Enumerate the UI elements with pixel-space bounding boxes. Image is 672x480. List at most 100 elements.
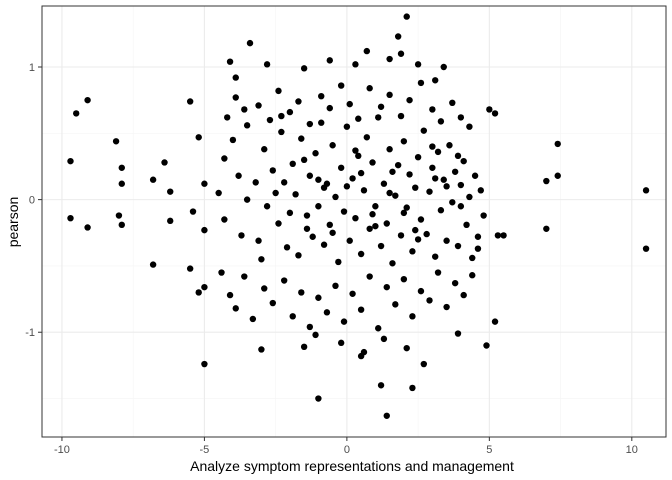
data-point — [451, 279, 459, 287]
data-point — [315, 176, 322, 183]
data-point — [149, 261, 157, 268]
data-point — [337, 164, 345, 171]
data-point — [323, 309, 331, 316]
data-point — [543, 225, 550, 232]
data-point — [226, 58, 234, 65]
data-point — [355, 152, 362, 160]
data-point — [474, 245, 482, 252]
data-point — [326, 104, 333, 112]
data-point — [283, 244, 291, 251]
data-point — [471, 172, 479, 179]
data-point — [226, 291, 234, 299]
data-point — [429, 164, 436, 171]
data-point — [118, 164, 125, 171]
data-point — [261, 285, 268, 292]
data-point — [195, 289, 202, 296]
data-point — [312, 331, 319, 339]
data-point — [329, 142, 336, 149]
data-point — [375, 114, 382, 121]
data-point — [243, 196, 251, 203]
data-point — [372, 203, 379, 210]
data-point — [429, 106, 436, 113]
data-point — [377, 103, 385, 110]
data-point — [343, 123, 351, 130]
data-point — [84, 96, 91, 104]
data-point — [326, 57, 333, 64]
data-point — [460, 291, 467, 299]
data-point — [318, 92, 325, 100]
data-point — [463, 221, 470, 229]
data-point — [337, 82, 345, 89]
data-point — [352, 214, 359, 222]
data-point — [329, 229, 336, 236]
data-point — [423, 230, 430, 238]
data-point — [229, 136, 237, 144]
data-point — [349, 175, 356, 182]
data-point — [392, 192, 399, 199]
data-point — [366, 273, 373, 280]
data-point — [320, 184, 328, 191]
data-point — [115, 212, 123, 219]
data-point — [346, 237, 353, 244]
data-point — [420, 360, 428, 368]
data-point — [312, 150, 319, 157]
data-point — [454, 330, 462, 337]
data-point — [349, 290, 356, 297]
data-point — [352, 61, 359, 68]
data-point — [397, 50, 405, 57]
data-point — [258, 256, 265, 263]
data-point — [440, 176, 447, 183]
data-point — [543, 177, 550, 185]
data-point — [406, 96, 413, 104]
data-point — [477, 187, 484, 194]
data-point — [189, 208, 197, 215]
data-point — [363, 47, 371, 55]
data-point — [340, 208, 348, 215]
data-point — [449, 99, 456, 107]
data-point — [380, 180, 388, 187]
data-point — [221, 216, 228, 223]
data-point — [332, 193, 339, 201]
x-tick-label: -10 — [54, 444, 70, 456]
data-point — [409, 248, 416, 255]
data-point — [386, 146, 393, 153]
data-point — [295, 252, 302, 259]
data-point — [375, 325, 382, 332]
data-point — [84, 224, 91, 231]
data-point — [300, 343, 308, 351]
data-point — [255, 102, 262, 109]
data-point — [269, 299, 276, 307]
data-point — [426, 297, 433, 304]
data-point — [394, 161, 402, 169]
data-point — [263, 203, 271, 210]
data-point — [380, 335, 388, 343]
data-point — [167, 217, 174, 225]
data-point — [443, 183, 450, 190]
data-point — [118, 221, 125, 229]
data-point — [309, 233, 316, 240]
data-point — [300, 65, 308, 72]
data-point — [346, 100, 353, 108]
data-point — [403, 13, 410, 20]
data-point — [494, 232, 502, 239]
data-point — [266, 116, 274, 124]
data-point — [238, 232, 245, 239]
data-point — [360, 348, 368, 356]
data-point — [306, 172, 314, 179]
data-point — [454, 242, 462, 250]
y-axis-title: pearson — [5, 197, 21, 248]
data-point — [466, 123, 473, 130]
data-point — [360, 187, 368, 194]
data-point — [554, 140, 561, 148]
data-point — [261, 146, 268, 153]
data-point — [249, 315, 257, 323]
data-point — [272, 189, 279, 197]
data-point — [315, 203, 322, 210]
data-point — [232, 94, 239, 101]
data-point — [377, 382, 385, 389]
data-point — [363, 134, 371, 141]
data-point — [446, 142, 453, 149]
data-point — [449, 199, 456, 206]
data-point — [426, 188, 433, 195]
